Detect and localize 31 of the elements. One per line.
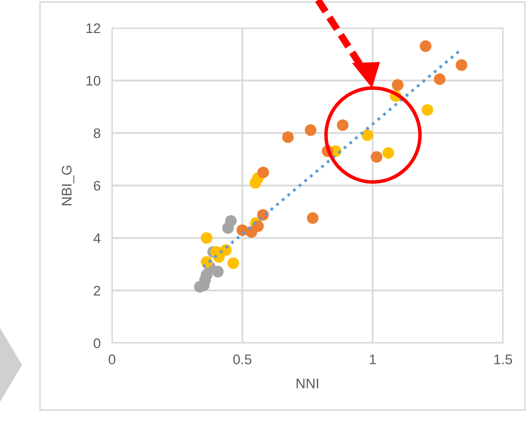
y-axis-title: NBI_G <box>62 166 74 206</box>
point <box>252 220 264 232</box>
x-axis-title: NNI <box>296 378 318 388</box>
y-tick-label: 10 <box>86 76 100 86</box>
point <box>212 266 224 278</box>
point <box>456 59 468 71</box>
point <box>362 129 374 141</box>
point <box>382 147 394 159</box>
y-tick-label: 4 <box>93 233 100 244</box>
point <box>370 151 382 163</box>
x-tick-label: 1 <box>370 354 376 364</box>
point <box>227 257 240 270</box>
point <box>222 222 234 234</box>
point <box>420 40 432 52</box>
y-tick-label: 6 <box>94 180 100 191</box>
point <box>392 79 404 91</box>
y-tick-label: 12 <box>86 23 100 34</box>
y-tick-label: 0 <box>94 338 100 348</box>
point <box>304 124 316 136</box>
x-tick-label: 1.5 <box>494 354 512 364</box>
x-tick-label: 0 <box>108 354 116 364</box>
y-tick-label: 2 <box>94 286 100 296</box>
point <box>422 104 434 116</box>
point <box>200 232 212 244</box>
x-tick-label: 0.5 <box>233 354 252 364</box>
point <box>306 212 319 224</box>
point <box>282 131 294 144</box>
point <box>434 73 446 85</box>
point <box>257 166 269 178</box>
y-tick-label: 8 <box>94 128 100 138</box>
point <box>336 119 348 131</box>
